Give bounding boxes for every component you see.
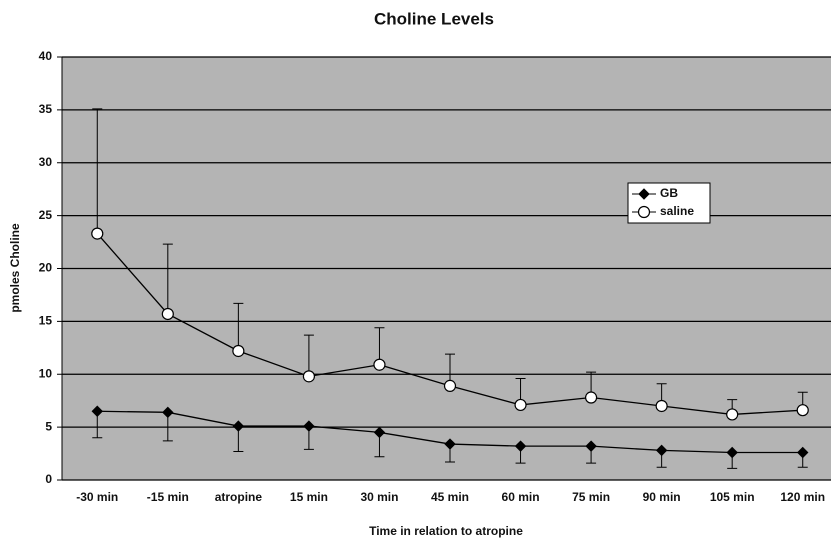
- x-tick-label: 30 min: [360, 490, 398, 504]
- legend-label: GB: [660, 186, 678, 200]
- marker: [373, 426, 386, 439]
- marker: [302, 370, 316, 383]
- x-axis-label: Time in relation to atropine: [369, 524, 523, 538]
- error-bar: [303, 334, 314, 377]
- error-bar: [162, 243, 173, 314]
- marker: [638, 188, 650, 200]
- x-tick-label: -30 min: [76, 490, 118, 504]
- marker: [726, 408, 739, 421]
- x-tick-label: -15 min: [147, 490, 189, 504]
- y-tick-label: 5: [45, 419, 52, 433]
- marker: [161, 307, 174, 321]
- marker: [514, 440, 527, 452]
- marker: [232, 420, 245, 432]
- marker: [655, 444, 668, 457]
- marker: [91, 405, 103, 417]
- marker: [637, 205, 651, 219]
- y-tick-label: 30: [39, 155, 53, 169]
- marker: [303, 420, 315, 432]
- x-tick-label: 75 min: [572, 490, 610, 504]
- marker: [91, 227, 104, 240]
- y-tick-label: 35: [39, 102, 53, 116]
- x-tick-label: 120 min: [780, 490, 825, 504]
- marker: [443, 379, 457, 392]
- marker: [726, 446, 738, 459]
- marker: [373, 358, 386, 371]
- marker: [796, 404, 809, 417]
- marker: [655, 399, 668, 413]
- x-tick-label: 45 min: [431, 490, 469, 504]
- y-tick-label: 15: [39, 314, 53, 328]
- chart-title: Choline Levels: [374, 9, 494, 28]
- marker: [514, 398, 527, 412]
- x-tick-label: 15 min: [290, 490, 328, 504]
- marker: [444, 438, 456, 450]
- x-tick-label: atropine: [215, 490, 263, 504]
- error-bar: [374, 327, 385, 365]
- marker: [797, 446, 809, 459]
- x-tick-label: 105 min: [710, 490, 755, 504]
- y-tick-label: 40: [39, 49, 53, 63]
- y-tick-label: 0: [45, 472, 52, 486]
- error-bar: [233, 302, 244, 351]
- marker: [232, 344, 245, 358]
- legend-label: saline: [660, 204, 694, 218]
- y-axis-label: pmoles Choline: [8, 223, 22, 313]
- x-tick-label: 60 min: [502, 490, 540, 504]
- marker: [162, 406, 174, 419]
- marker: [585, 440, 597, 452]
- y-tick-label: 10: [39, 366, 53, 380]
- x-tick-label: 90 min: [643, 490, 681, 504]
- error-bar: [92, 108, 103, 234]
- marker: [584, 391, 598, 404]
- y-tick-label: 20: [39, 261, 53, 275]
- y-tick-label: 25: [39, 208, 53, 222]
